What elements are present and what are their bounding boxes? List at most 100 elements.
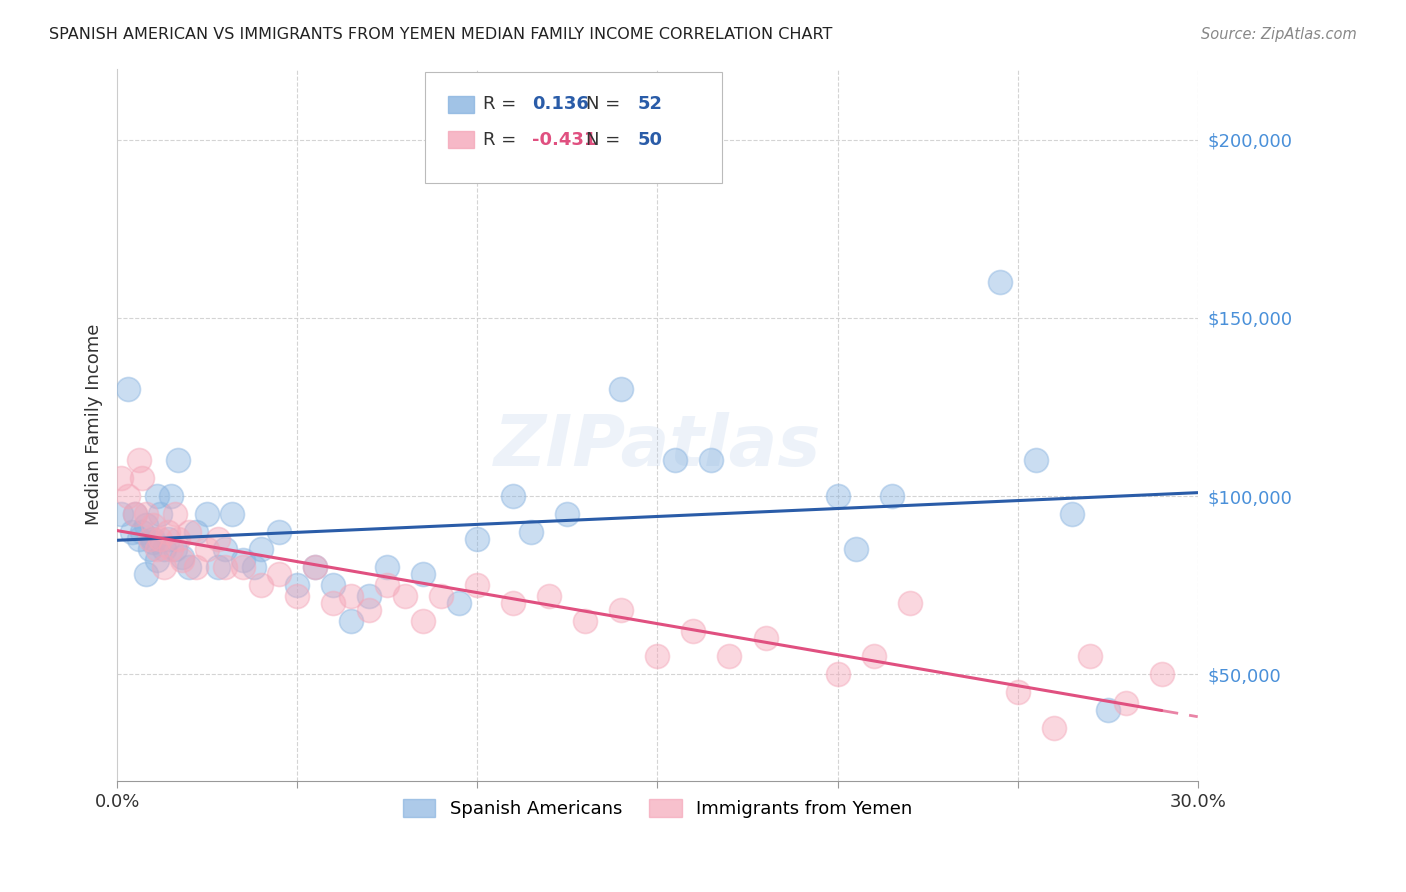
Point <box>1007 685 1029 699</box>
Text: -0.431: -0.431 <box>531 131 596 149</box>
Point <box>195 542 218 557</box>
Point <box>207 532 229 546</box>
Point <box>142 517 165 532</box>
Point <box>250 578 273 592</box>
Point <box>142 532 165 546</box>
Point <box>1078 649 1101 664</box>
Point <box>375 560 398 574</box>
Point <box>285 578 308 592</box>
Point <box>664 453 686 467</box>
Point <box>898 596 921 610</box>
Point <box>1042 721 1064 735</box>
Point <box>467 578 489 592</box>
Point <box>149 507 172 521</box>
Point <box>430 589 453 603</box>
Text: N =: N = <box>586 131 626 149</box>
Point <box>243 560 266 574</box>
Text: 0.136: 0.136 <box>531 95 589 113</box>
Point <box>574 614 596 628</box>
Point <box>322 578 344 592</box>
Point <box>156 524 179 539</box>
Point <box>340 589 363 603</box>
Point <box>128 532 150 546</box>
Point <box>163 507 186 521</box>
Point <box>142 535 165 549</box>
Point <box>138 542 160 557</box>
Point <box>160 542 183 557</box>
Point <box>146 542 169 557</box>
Point <box>862 649 884 664</box>
Point <box>207 560 229 574</box>
Point <box>121 524 143 539</box>
Point <box>110 507 132 521</box>
Text: R =: R = <box>484 95 523 113</box>
Point <box>610 382 633 396</box>
Point <box>880 489 903 503</box>
Point <box>110 471 132 485</box>
Point <box>146 553 169 567</box>
Point <box>557 507 579 521</box>
Point <box>179 560 201 574</box>
Point <box>149 532 172 546</box>
Text: N =: N = <box>586 95 626 113</box>
Point <box>153 542 176 557</box>
Point <box>1025 453 1047 467</box>
Text: 52: 52 <box>638 95 664 113</box>
Point <box>412 614 434 628</box>
Point <box>375 578 398 592</box>
FancyBboxPatch shape <box>449 95 474 112</box>
Point <box>138 532 160 546</box>
Point <box>304 560 326 574</box>
Point <box>269 567 291 582</box>
Point <box>117 382 139 396</box>
Point <box>160 489 183 503</box>
Point <box>359 603 381 617</box>
Point <box>538 589 561 603</box>
Point <box>520 524 543 539</box>
Point <box>682 624 704 639</box>
Point <box>412 567 434 582</box>
Point <box>988 275 1011 289</box>
Point <box>167 453 190 467</box>
Point <box>117 489 139 503</box>
Point <box>1097 703 1119 717</box>
Point <box>170 553 193 567</box>
Text: ZIPatlas: ZIPatlas <box>494 411 821 481</box>
Point <box>186 524 208 539</box>
Point <box>502 489 524 503</box>
Point <box>131 471 153 485</box>
Point <box>285 589 308 603</box>
Text: 50: 50 <box>638 131 664 149</box>
Point <box>135 567 157 582</box>
Point <box>124 507 146 521</box>
FancyBboxPatch shape <box>449 131 474 148</box>
Point <box>124 507 146 521</box>
Point <box>214 560 236 574</box>
Point <box>610 603 633 617</box>
Point <box>135 517 157 532</box>
Text: SPANISH AMERICAN VS IMMIGRANTS FROM YEMEN MEDIAN FAMILY INCOME CORRELATION CHART: SPANISH AMERICAN VS IMMIGRANTS FROM YEME… <box>49 27 832 42</box>
Point <box>322 596 344 610</box>
Point <box>156 532 179 546</box>
Point <box>250 542 273 557</box>
Point <box>340 614 363 628</box>
Point <box>179 524 201 539</box>
Point <box>754 632 776 646</box>
Point <box>163 542 186 557</box>
Point <box>827 489 849 503</box>
Point <box>845 542 868 557</box>
Point <box>195 507 218 521</box>
Point <box>1115 696 1137 710</box>
Point <box>700 453 723 467</box>
Point <box>467 532 489 546</box>
Point <box>221 507 243 521</box>
Point <box>153 560 176 574</box>
Text: R =: R = <box>484 131 523 149</box>
Y-axis label: Median Family Income: Median Family Income <box>86 324 103 525</box>
Point <box>718 649 741 664</box>
FancyBboxPatch shape <box>425 72 723 183</box>
Point <box>394 589 416 603</box>
Point <box>232 553 254 567</box>
Point <box>131 524 153 539</box>
Point <box>146 489 169 503</box>
